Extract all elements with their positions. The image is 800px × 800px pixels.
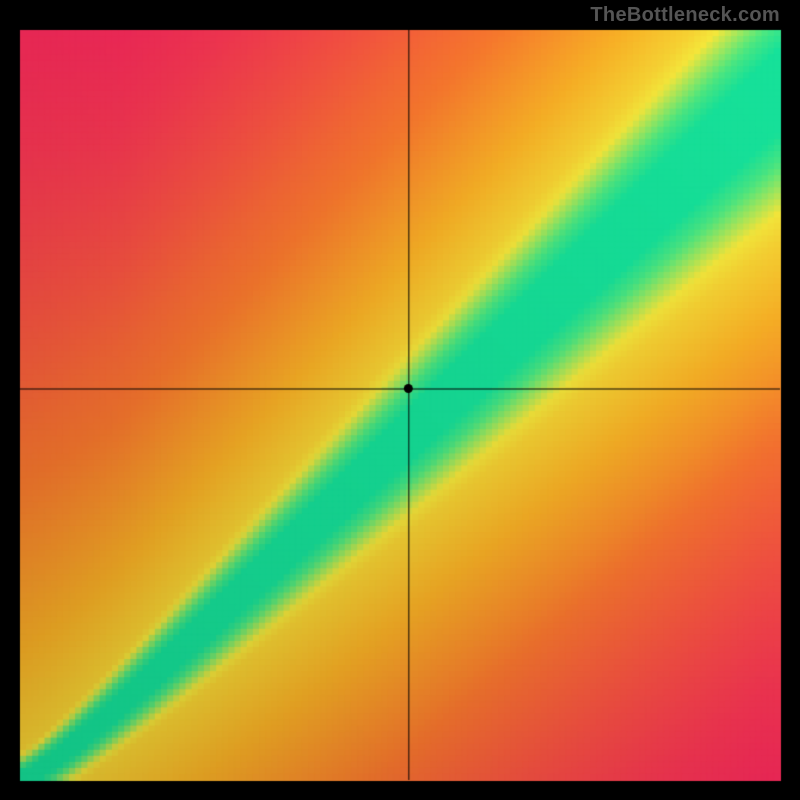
watermark-text: TheBottleneck.com	[590, 4, 780, 27]
chart-container: { "watermark": { "text": "TheBottleneck.…	[0, 0, 800, 800]
bottleneck-heatmap-canvas	[0, 0, 800, 800]
